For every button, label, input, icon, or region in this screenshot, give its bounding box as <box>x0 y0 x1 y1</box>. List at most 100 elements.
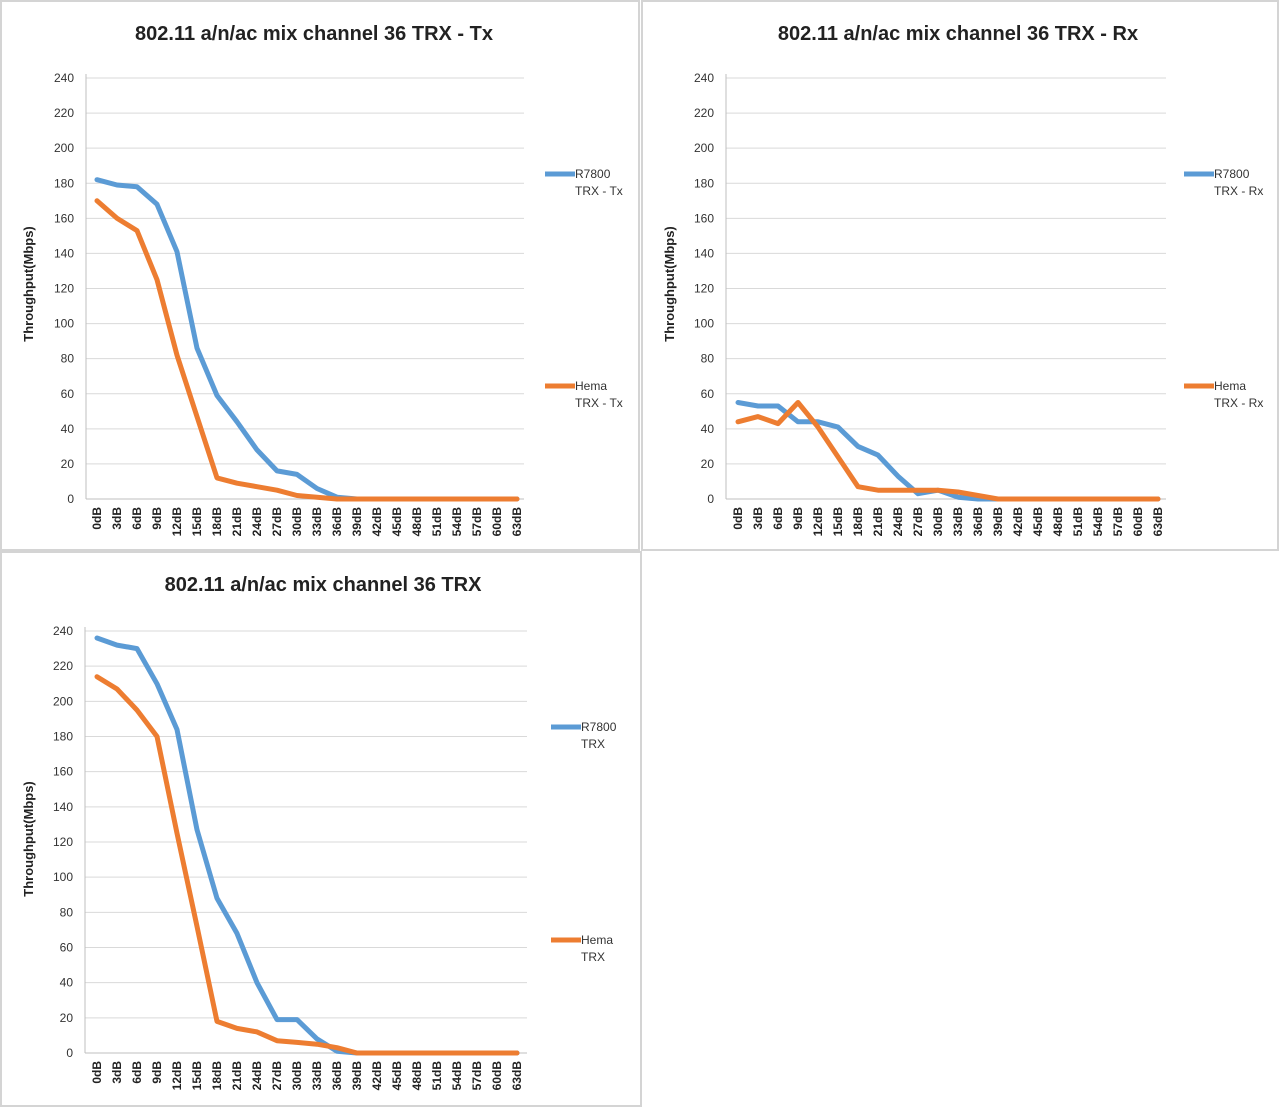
x-tick-label: 54dB <box>1091 507 1105 537</box>
legend-label: TRX - Rx <box>1214 184 1263 198</box>
series-line-hema <box>94 674 520 1056</box>
data-point-hema <box>736 419 741 424</box>
x-tick-label: 63dB <box>510 1061 524 1091</box>
data-point-hema <box>215 475 220 480</box>
data-point-r7800 <box>135 646 140 651</box>
data-point-hema <box>235 481 240 486</box>
legend-label: TRX <box>581 737 605 751</box>
data-point-hema <box>796 400 801 405</box>
data-point-r7800 <box>255 980 260 985</box>
x-tick-label: 3dB <box>110 1061 124 1084</box>
x-tick-label: 24dB <box>250 1061 264 1091</box>
y-tick-label: 40 <box>60 976 74 990</box>
data-point-hema <box>275 488 280 493</box>
data-point-hema <box>375 497 380 502</box>
legend-label: Hema <box>1214 379 1246 393</box>
x-tick-label: 27dB <box>270 507 284 537</box>
series-line-hema <box>735 400 1161 502</box>
y-tick-label: 140 <box>53 800 73 814</box>
data-point-r7800 <box>255 447 260 452</box>
data-point-hema <box>415 497 420 502</box>
data-point-hema <box>135 708 140 713</box>
y-tick-label: 80 <box>701 352 715 366</box>
data-point-r7800 <box>95 177 100 182</box>
x-tick-label: 42dB <box>370 507 384 537</box>
data-point-hema <box>956 489 961 494</box>
x-tick-label: 45dB <box>1031 507 1045 537</box>
x-tick-label: 24dB <box>250 507 264 537</box>
y-tick-label: 60 <box>701 387 715 401</box>
x-tick-label: 48dB <box>1051 507 1065 537</box>
data-point-r7800 <box>235 419 240 424</box>
data-point-hema <box>255 1029 260 1034</box>
data-point-hema <box>1016 497 1021 502</box>
x-tick-label: 9dB <box>150 1061 164 1084</box>
data-point-hema <box>455 1051 460 1056</box>
data-point-hema <box>455 497 460 502</box>
x-tick-label: 3dB <box>751 507 765 530</box>
x-tick-label: 21dB <box>230 507 244 537</box>
x-tick-label: 6dB <box>771 507 785 530</box>
x-tick-label: 15dB <box>831 507 845 537</box>
x-tick-label: 9dB <box>791 507 805 530</box>
x-tick-label: 30dB <box>290 1061 304 1091</box>
x-tick-label: 54dB <box>450 507 464 537</box>
y-tick-label: 220 <box>54 106 74 120</box>
data-point-hema <box>295 1040 300 1045</box>
y-tick-label: 180 <box>53 730 73 744</box>
x-tick-label: 0dB <box>90 507 104 530</box>
x-tick-label: 15dB <box>190 507 204 537</box>
legend-label: R7800 <box>575 167 611 181</box>
x-tick-label: 12dB <box>170 1061 184 1091</box>
data-point-r7800 <box>215 393 220 398</box>
data-point-hema <box>1096 497 1101 502</box>
data-point-hema <box>315 495 320 500</box>
data-point-r7800 <box>876 453 881 458</box>
data-point-r7800 <box>155 202 160 207</box>
x-tick-label: 60dB <box>490 1061 504 1091</box>
y-tick-label: 200 <box>54 141 74 155</box>
data-point-hema <box>115 687 120 692</box>
x-tick-label: 27dB <box>911 507 925 537</box>
data-point-hema <box>495 497 500 502</box>
x-tick-label: 12dB <box>170 507 184 537</box>
data-point-hema <box>155 734 160 739</box>
x-tick-label: 51dB <box>1071 507 1085 537</box>
chart-trx: 802.11 a/n/ac mix channel 36 TRX 0 20 40 60 8… <box>21 574 617 1091</box>
data-point-hema <box>976 493 981 498</box>
y-tick-label: 120 <box>53 835 73 849</box>
x-tick-label: 51dB <box>430 507 444 537</box>
data-point-hema <box>756 414 761 419</box>
chart-panel-tx: 802.11 a/n/ac mix channel 36 TRX - Tx 0 20… <box>0 0 640 551</box>
x-tick-label: 48dB <box>410 1061 424 1091</box>
data-point-hema <box>435 1051 440 1056</box>
y-tick-label: 0 <box>67 492 74 506</box>
data-point-r7800 <box>275 468 280 473</box>
data-point-hema <box>1156 497 1161 502</box>
data-point-r7800 <box>796 419 801 424</box>
y-tick-label: 20 <box>61 457 75 471</box>
data-point-hema <box>335 497 340 502</box>
y-tick-label: 60 <box>61 387 75 401</box>
data-point-r7800 <box>215 896 220 901</box>
x-tick-label: 39dB <box>350 1061 364 1091</box>
legend-label: TRX - Rx <box>1214 396 1263 410</box>
data-point-hema <box>475 1051 480 1056</box>
x-tick-label: 33dB <box>310 1061 324 1091</box>
data-point-hema <box>295 493 300 498</box>
x-tick-label: 24dB <box>891 507 905 537</box>
data-point-hema <box>175 831 180 836</box>
data-point-hema <box>515 497 520 502</box>
y-tick-label: 180 <box>694 176 714 190</box>
x-tick-label: 57dB <box>1111 507 1125 537</box>
data-point-r7800 <box>235 931 240 936</box>
x-tick-label: 18dB <box>210 507 224 537</box>
data-point-hema <box>175 353 180 358</box>
x-tick-label: 21dB <box>230 1061 244 1091</box>
data-point-hema <box>856 484 861 489</box>
data-point-hema <box>475 497 480 502</box>
x-tick-label: 57dB <box>470 1061 484 1091</box>
x-tick-label: 36dB <box>971 507 985 537</box>
x-tick-label: 0dB <box>90 1061 104 1084</box>
data-point-hema <box>315 1042 320 1047</box>
